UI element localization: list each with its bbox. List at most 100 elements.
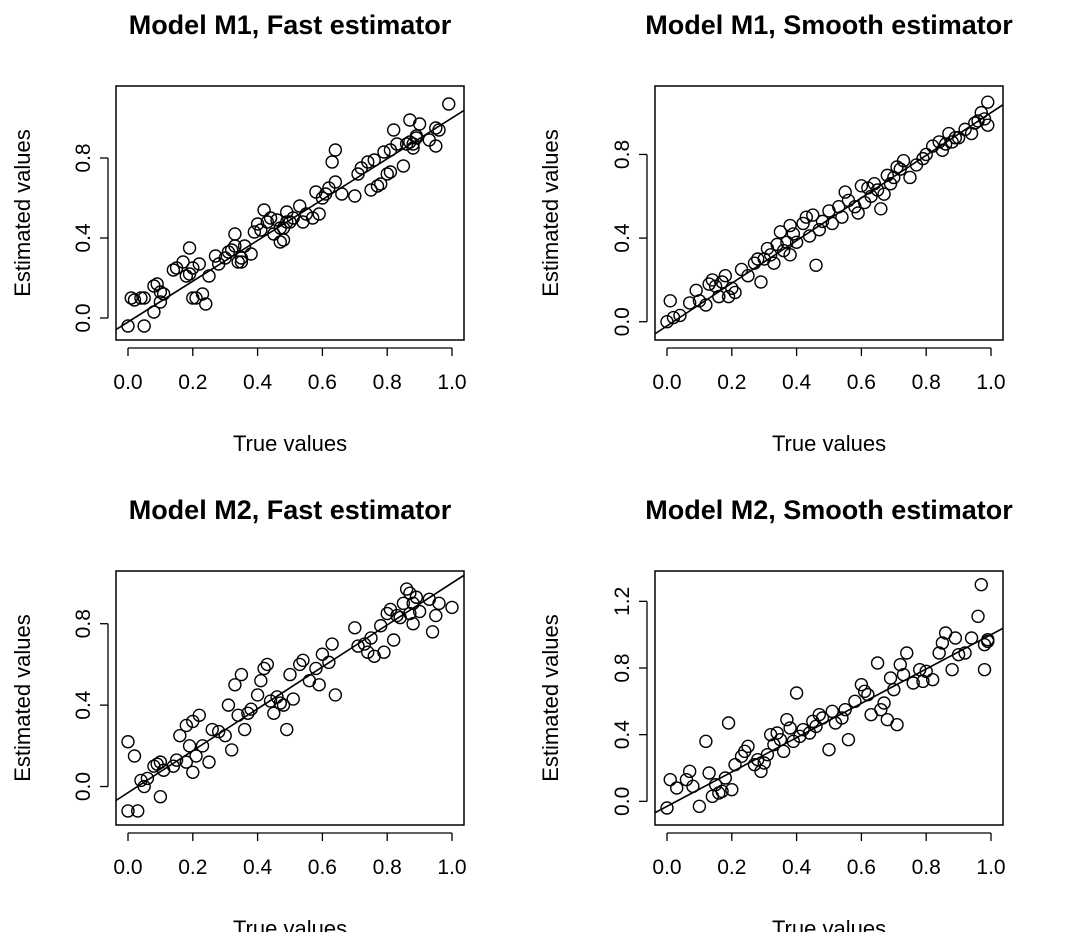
data-point xyxy=(715,784,729,799)
data-point xyxy=(270,690,284,704)
data-point xyxy=(121,319,135,333)
data-point xyxy=(906,676,920,690)
data-point xyxy=(364,631,378,645)
data-point xyxy=(442,97,456,111)
data-point xyxy=(364,183,378,197)
x-tick-label: 0.2 xyxy=(178,371,207,394)
data-point xyxy=(793,729,807,744)
data-point xyxy=(348,621,362,635)
data-point xyxy=(305,211,320,225)
x-tick-label: 0.8 xyxy=(373,856,402,879)
data-point xyxy=(221,698,236,712)
data-point xyxy=(280,722,294,737)
data-point xyxy=(835,711,849,725)
data-point xyxy=(374,177,388,191)
data-point xyxy=(374,619,388,633)
data-point xyxy=(370,179,385,193)
x-axis-title: True values xyxy=(233,916,347,932)
y-tick-label: 0.8 xyxy=(72,143,95,172)
data-point xyxy=(224,243,239,257)
data-point xyxy=(137,319,151,333)
data-point xyxy=(725,782,739,797)
data-point xyxy=(247,225,262,239)
data-point xyxy=(977,662,992,677)
data-point xyxy=(715,275,729,289)
data-point xyxy=(189,291,203,305)
data-point xyxy=(861,687,875,702)
y-tick-label: 0.4 xyxy=(611,720,634,750)
data-point xyxy=(851,206,865,220)
data-point xyxy=(945,662,959,677)
data-point xyxy=(679,772,694,787)
data-point xyxy=(169,753,184,767)
data-point xyxy=(254,673,268,688)
fit-line xyxy=(116,109,464,331)
data-point xyxy=(699,734,713,749)
data-point xyxy=(783,218,797,233)
data-point xyxy=(883,177,898,191)
data-point xyxy=(429,121,443,135)
data-point xyxy=(660,801,674,815)
data-point xyxy=(156,287,171,301)
data-point xyxy=(981,118,995,132)
data-point xyxy=(429,139,443,153)
scatter-panel-3: Model M2, Fast estimator 0.0 0.2 0.4 0.6 0.8 1… xyxy=(10,495,467,932)
y-tick-label: 1.2 xyxy=(611,587,634,616)
data-point xyxy=(267,706,281,720)
data-point xyxy=(406,141,420,155)
data-point xyxy=(137,291,151,305)
data-point xyxy=(822,742,836,757)
data-point xyxy=(192,257,206,271)
data-point xyxy=(390,137,404,151)
data-point xyxy=(951,131,966,145)
x-axis-title: True values xyxy=(772,431,886,456)
data-point xyxy=(121,804,135,818)
data-point xyxy=(754,275,768,289)
points xyxy=(121,97,456,333)
data-point xyxy=(325,637,339,651)
data-point xyxy=(935,143,950,157)
data-point xyxy=(812,707,826,722)
data-point xyxy=(328,688,343,702)
data-point xyxy=(124,291,138,305)
data-point xyxy=(721,716,736,730)
data-point xyxy=(692,799,707,814)
y-axis: 0.0 0.4 0.8 xyxy=(72,609,109,801)
data-point xyxy=(763,248,778,262)
data-point xyxy=(348,189,362,203)
data-point xyxy=(231,255,245,269)
x-tick-label: 0.2 xyxy=(717,856,746,879)
data-point xyxy=(718,269,733,283)
data-point xyxy=(874,202,888,216)
data-point xyxy=(754,764,768,779)
data-point xyxy=(903,170,917,185)
data-point xyxy=(728,757,742,772)
y-axis-title: Estimated values xyxy=(10,614,35,782)
y-tick-label: 0.0 xyxy=(611,307,634,336)
data-point xyxy=(270,213,284,227)
data-point xyxy=(725,281,739,295)
data-point xyxy=(705,273,720,287)
data-point xyxy=(293,199,307,213)
y-tick-label: 0.0 xyxy=(72,772,95,801)
x-tick-label: 0.6 xyxy=(847,856,876,879)
data-point xyxy=(406,617,420,631)
data-point xyxy=(825,216,839,231)
data-point xyxy=(776,243,791,258)
data-point xyxy=(964,631,979,645)
data-point xyxy=(767,256,781,270)
data-point xyxy=(328,175,343,189)
scatter-panel-1: Model M1, Fast estimator 0.0 0.2 0.4 0.6 0.8 1… xyxy=(10,10,467,456)
x-tick-label: 0.4 xyxy=(243,371,273,394)
data-point xyxy=(887,682,901,697)
fit-line xyxy=(655,103,1003,335)
data-point xyxy=(127,749,142,763)
data-point xyxy=(383,165,398,179)
data-point xyxy=(234,667,249,682)
data-point xyxy=(838,702,852,717)
data-point xyxy=(870,656,885,670)
data-point xyxy=(263,211,278,225)
data-point xyxy=(186,765,200,779)
data-point xyxy=(877,187,891,201)
